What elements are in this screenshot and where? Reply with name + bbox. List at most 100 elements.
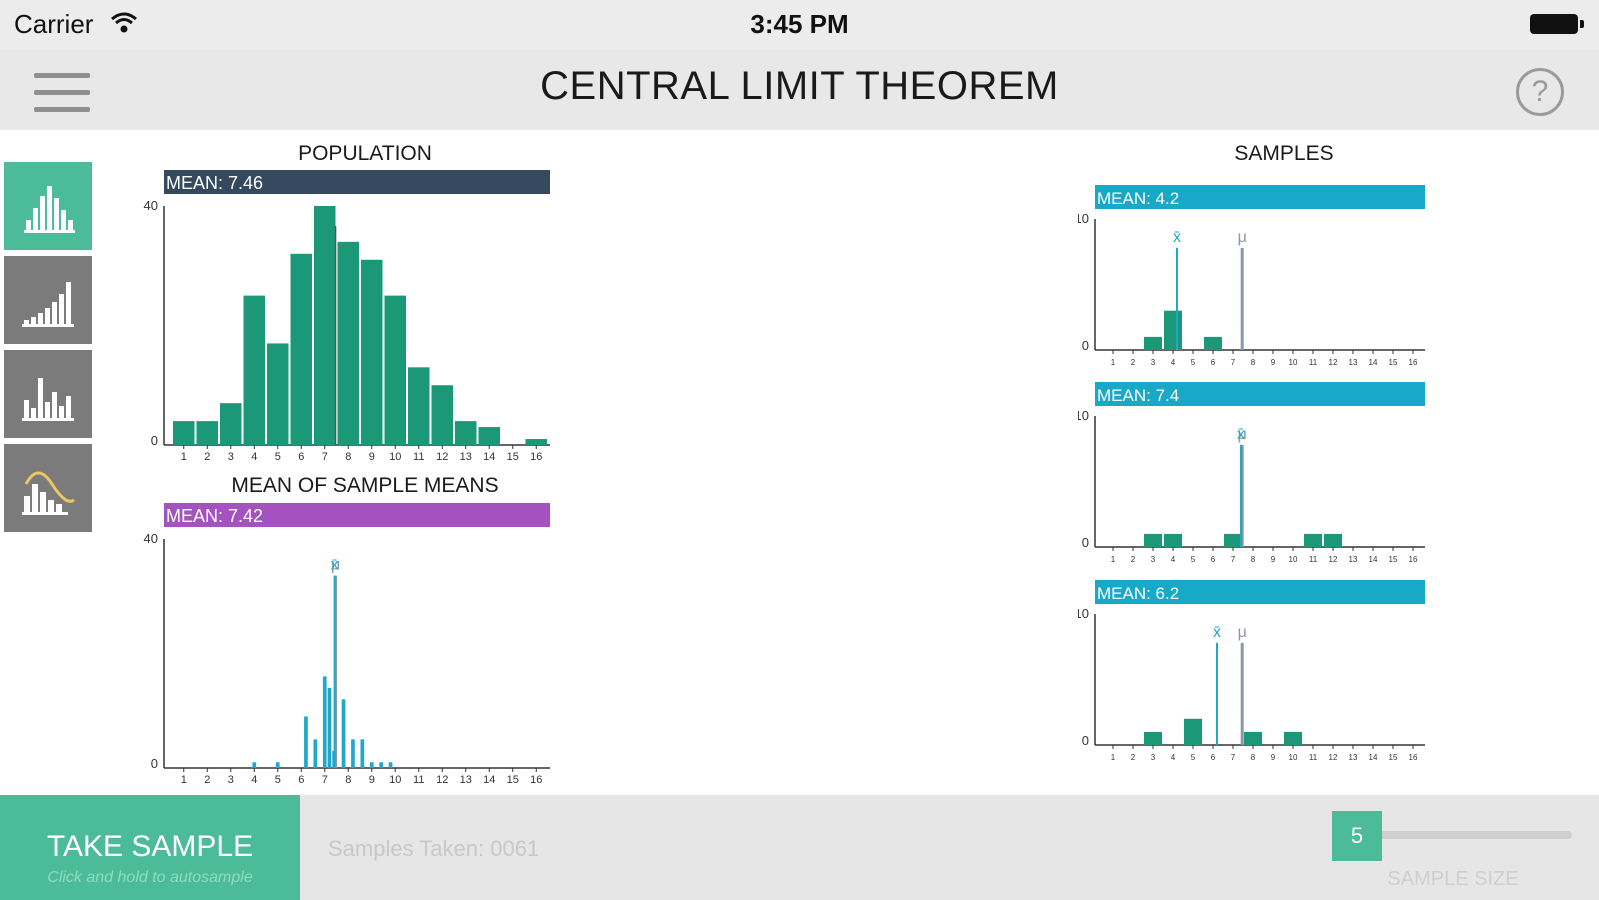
custom-distribution-button[interactable]	[4, 444, 92, 532]
x-tick-label: 9	[1271, 358, 1276, 367]
y-tick-label: 0	[1082, 733, 1089, 748]
histogram-bar	[275, 762, 280, 768]
x-tick-label: 12	[1329, 555, 1338, 564]
normal-distribution-icon	[24, 186, 75, 233]
hamburger-menu-icon[interactable]	[34, 70, 90, 116]
x-tick-label: 11	[1309, 358, 1318, 367]
x-tick-label: 2	[1131, 358, 1136, 367]
x-tick-label: 3	[1151, 555, 1156, 564]
histogram-bar	[243, 295, 265, 445]
mean-header-text: MEAN: 4.2	[1097, 189, 1179, 208]
histogram-bar	[252, 762, 257, 768]
x-tick-label: 8	[1251, 753, 1256, 762]
histogram-bar	[322, 676, 327, 768]
histogram-bar	[455, 421, 477, 445]
x-tick-label: 5	[1191, 753, 1196, 762]
help-icon[interactable]: ?	[1516, 68, 1564, 116]
histogram-bar	[408, 367, 430, 445]
wifi-icon	[111, 12, 137, 33]
mean-header-bar	[1095, 382, 1425, 406]
x-tick-label: 9	[369, 774, 375, 786]
x-tick-label: 12	[436, 451, 448, 463]
x-tick-label: 7	[1231, 358, 1236, 367]
mean-header-bar	[1095, 185, 1425, 209]
histogram-bar	[379, 762, 383, 768]
x-tick-label: 7	[322, 774, 328, 786]
samples-taken-counter: Samples Taken: 0061	[328, 836, 540, 861]
mu-marker: μ	[331, 557, 340, 574]
xbar-marker: x̄	[331, 557, 339, 574]
x-tick-label: 12	[1329, 753, 1338, 762]
histogram-bar	[1224, 533, 1242, 547]
histogram-bar	[525, 439, 547, 445]
skewed-distribution-icon	[22, 282, 74, 327]
x-tick-label: 3	[1151, 753, 1156, 762]
x-tick-label: 3	[228, 451, 234, 463]
page-title: CENTRAL LIMIT THEOREM	[540, 64, 1059, 108]
x-tick-label: 1	[181, 451, 187, 463]
x-tick-label: 15	[507, 451, 519, 463]
x-tick-label: 11	[1309, 555, 1318, 564]
xbar-marker: x̄	[1237, 426, 1245, 443]
x-tick-label: 5	[1191, 555, 1196, 564]
histogram-bar	[1304, 533, 1322, 547]
histogram-bar	[478, 427, 500, 445]
x-tick-label: 2	[204, 774, 210, 786]
samples-label: SAMPLES	[1234, 142, 1334, 165]
x-tick-label: 16	[530, 451, 542, 463]
mean-header-bar	[164, 170, 550, 194]
x-tick-label: 4	[251, 451, 257, 463]
histogram-bar	[1204, 336, 1222, 350]
histogram-bar	[384, 295, 406, 445]
carrier-label: Carrier	[14, 9, 94, 39]
x-tick-label: 16	[530, 774, 542, 786]
histogram-bar	[267, 343, 289, 445]
x-tick-label: 10	[1289, 555, 1298, 564]
x-tick-label: 1	[1111, 358, 1116, 367]
skewed-distribution-button[interactable]	[4, 256, 92, 344]
x-tick-label: 6	[298, 774, 304, 786]
x-tick-label: 6	[1211, 358, 1216, 367]
x-tick-label: 14	[483, 774, 495, 786]
x-tick-label: 4	[1171, 555, 1176, 564]
x-tick-label: 5	[275, 451, 281, 463]
sample-size-slider-thumb[interactable]: 5	[1332, 811, 1382, 861]
x-tick-label: 9	[1271, 753, 1276, 762]
custom-draw-icon	[22, 471, 75, 515]
histogram-bar	[1144, 533, 1162, 547]
mean-header-text: MEAN: 7.4	[1097, 386, 1179, 405]
histogram-bar	[341, 699, 346, 768]
x-tick-label: 16	[1409, 753, 1418, 762]
x-tick-label: 12	[436, 774, 448, 786]
random-distribution-button[interactable]	[4, 350, 92, 438]
histogram-bar	[1164, 533, 1182, 547]
y-tick-label: 0	[151, 756, 158, 771]
status-time: 3:45 PM	[750, 9, 849, 39]
y-tick-label: 10	[1078, 606, 1089, 621]
sample-size-label: SAMPLE SIZE	[1387, 868, 1519, 890]
histogram-bar	[1324, 533, 1342, 547]
x-tick-label: 3	[228, 774, 234, 786]
take-sample-button[interactable]	[0, 795, 300, 900]
x-tick-label: 2	[1131, 753, 1136, 762]
histogram-bar	[351, 739, 355, 768]
x-tick-label: 1	[1111, 555, 1116, 564]
histogram-bar	[361, 259, 383, 445]
histogram-bar	[1144, 336, 1162, 350]
histogram-bar	[431, 385, 453, 445]
x-tick-label: 2	[204, 451, 210, 463]
y-tick-label: 10	[1078, 408, 1089, 423]
histogram-bar	[1164, 310, 1182, 350]
histogram-bar	[1144, 731, 1162, 745]
histogram-bar	[196, 421, 218, 445]
mean-header-bar	[1095, 580, 1425, 604]
x-tick-label: 1	[181, 774, 187, 786]
normal-distribution-button[interactable]	[4, 162, 92, 250]
take-sample-label[interactable]: TAKE SAMPLE	[46, 830, 254, 863]
battery-icon	[1530, 14, 1578, 34]
sample-size-slider-track[interactable]	[1360, 831, 1572, 839]
mu-marker: μ	[1238, 426, 1247, 443]
histogram-bar	[304, 716, 308, 768]
